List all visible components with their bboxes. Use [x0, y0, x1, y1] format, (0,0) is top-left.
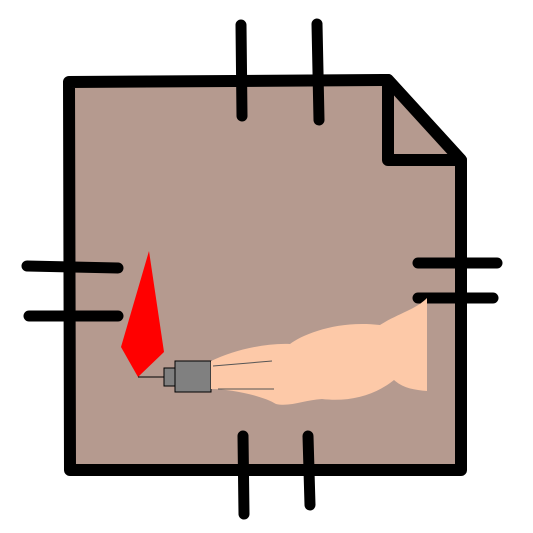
tick-marks-top	[235, 18, 325, 126]
arm-icon	[211, 298, 427, 405]
tick-bottom-left	[237, 430, 250, 520]
flame-icon	[121, 251, 164, 377]
connector-tip	[163, 367, 177, 387]
tick-bottom-right	[302, 430, 316, 511]
connector-plug-icon	[163, 360, 212, 393]
tick-marks-left	[21, 260, 124, 322]
arm-line-upper	[212, 360, 273, 367]
folded-corner-icon	[382, 74, 467, 166]
connector-body	[174, 360, 212, 393]
tick-top-right	[311, 18, 325, 126]
tick-left-top	[21, 260, 124, 274]
tick-top-left	[235, 19, 248, 122]
tick-marks-right	[412, 257, 503, 304]
tick-marks-bottom	[237, 430, 316, 520]
